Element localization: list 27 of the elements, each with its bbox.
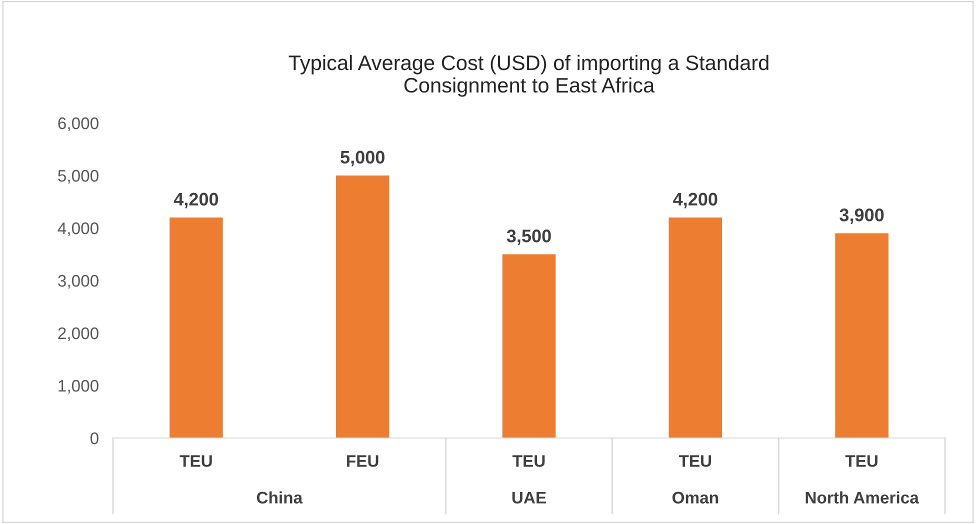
y-tick-label: 2,000	[58, 327, 98, 342]
data-label: 4,200	[174, 192, 218, 208]
bar	[336, 176, 390, 438]
text: UAE	[512, 492, 546, 504]
bar	[502, 254, 556, 438]
y-tick-label: 1,000	[58, 380, 98, 394]
x-tick-label: TEU	[845, 455, 878, 467]
y-tick-label: 3,000	[58, 274, 98, 289]
text: North America	[806, 491, 920, 504]
data-label: 3,900	[840, 208, 884, 224]
chart-title: Typical Average Cost (USD) of importing a Standard Consignment to East Africa	[288, 54, 768, 97]
bar	[835, 233, 888, 438]
text: Oman	[672, 492, 718, 504]
bar	[668, 218, 722, 438]
text: China	[256, 491, 303, 504]
data-label: 3,500	[506, 230, 551, 245]
y-tick-label: 4,000	[58, 222, 98, 236]
y-tick-label: 5,000	[58, 170, 98, 184]
data-label: 4,200	[673, 192, 718, 208]
x-tick-label: TEU	[180, 455, 212, 467]
data-label: 5,000	[340, 150, 384, 166]
y-tick-label: 6,000	[58, 117, 98, 132]
bar	[170, 218, 223, 438]
x-tick-label: FEU	[347, 455, 378, 467]
x-tick-label: TEU	[678, 455, 712, 467]
y-tick-label: 0	[90, 432, 98, 444]
x-tick-label: TEU	[512, 455, 545, 467]
